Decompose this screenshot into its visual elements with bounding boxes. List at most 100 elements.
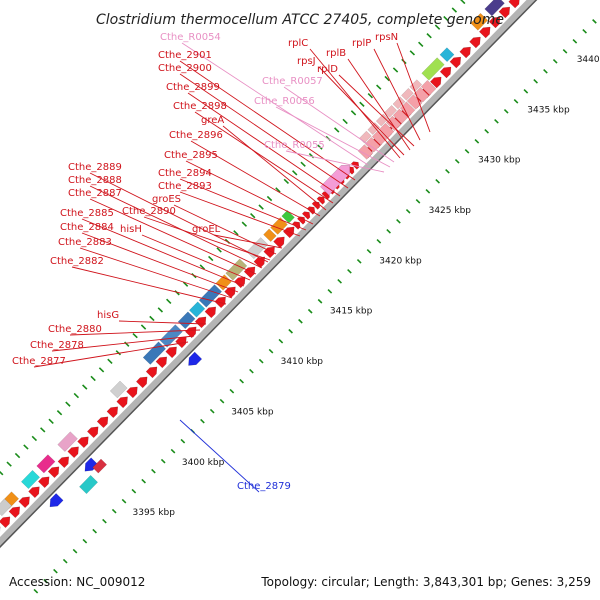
- tick-mark: [160, 458, 166, 464]
- gene-label[interactable]: Cthe_2898: [173, 101, 227, 112]
- tick-mark: [367, 93, 374, 99]
- gene-label[interactable]: Cthe_2884: [60, 222, 114, 233]
- tick-mark: [572, 39, 578, 44]
- gene-label[interactable]: groES: [152, 194, 181, 205]
- tick-mark: [359, 101, 365, 107]
- gene-label[interactable]: Cthe_2880: [48, 324, 102, 335]
- tick-mark: [82, 384, 88, 390]
- tick-mark: [317, 144, 323, 150]
- leader-line: [79, 247, 233, 299]
- gene-label[interactable]: Cthe_2878: [30, 340, 84, 351]
- map-title: Clostridium thermocellum ATCC 27405, com…: [96, 12, 504, 28]
- gene-label[interactable]: rpsJ: [297, 56, 316, 67]
- cds-forward-arrow: [145, 366, 158, 379]
- cds-forward-arrow: [273, 236, 285, 249]
- tick-mark: [543, 69, 548, 74]
- tick-mark: [209, 408, 215, 414]
- label-leader-lines: [33, 42, 431, 493]
- gene-label[interactable]: Cthe_2877: [12, 356, 66, 367]
- gene-label[interactable]: rplP: [352, 38, 371, 49]
- cds-forward-arrow: [28, 486, 40, 499]
- gene-label[interactable]: Cthe_2899: [166, 82, 220, 93]
- gene-label[interactable]: Cthe_2894: [158, 168, 212, 179]
- tick-mark: [435, 178, 440, 184]
- gene-label[interactable]: Cthe_2879: [237, 481, 291, 492]
- gene-label[interactable]: Cthe_2882: [50, 256, 104, 267]
- cds-forward-arrow: [18, 496, 30, 509]
- cds-forward-arrow: [439, 66, 452, 79]
- kbp-label: 3430 kbp: [478, 156, 521, 166]
- tick-mark: [494, 119, 499, 124]
- gene-label[interactable]: Cthe_2893: [158, 181, 212, 192]
- gene-label[interactable]: rplB: [326, 48, 346, 59]
- tick-mark: [445, 168, 450, 174]
- tick-mark: [266, 195, 273, 202]
- gene-label[interactable]: rplD: [317, 64, 338, 75]
- gene-label[interactable]: Cthe_2887: [68, 188, 122, 199]
- leader-line: [181, 42, 369, 166]
- tick-mark: [376, 238, 382, 244]
- tick-mark: [317, 298, 323, 304]
- leader-line: [285, 150, 385, 173]
- leader-line: [89, 185, 263, 269]
- rrna-block: [409, 79, 423, 93]
- cds-forward-arrow: [57, 456, 70, 469]
- tick-mark: [582, 29, 587, 34]
- cds-forward-arrow: [508, 0, 520, 9]
- leader-line: [33, 341, 189, 368]
- leader-line: [179, 73, 349, 189]
- cds-reverse-arrow: [49, 493, 64, 508]
- category-box: [421, 57, 445, 81]
- category-box: [281, 210, 295, 224]
- category-box: [92, 458, 108, 474]
- category-box: [439, 47, 455, 63]
- tick-mark: [151, 468, 156, 474]
- category-box: [198, 284, 223, 308]
- gene-label[interactable]: Cthe_2896: [169, 130, 223, 141]
- tick-mark: [337, 278, 342, 284]
- gene-label[interactable]: Cthe_2889: [68, 162, 122, 173]
- tick-mark: [53, 568, 58, 574]
- tick-mark: [523, 89, 529, 94]
- tick-mark: [409, 50, 416, 56]
- gene-label[interactable]: groEL: [192, 224, 221, 235]
- leader-line: [190, 140, 321, 217]
- tick-mark: [347, 268, 352, 274]
- gene-label[interactable]: Cthe_R0056: [254, 96, 315, 107]
- category-box: [142, 341, 167, 365]
- gene-label[interactable]: hisG: [97, 310, 119, 321]
- gene-label[interactable]: Cthe_R0054: [160, 32, 221, 43]
- gene-label[interactable]: Cthe_2890: [122, 206, 176, 217]
- gene-label[interactable]: rplC: [288, 38, 308, 49]
- tick-mark: [384, 75, 390, 82]
- cds-forward-arrow: [8, 506, 21, 519]
- gene-label[interactable]: Cthe_2883: [58, 237, 112, 248]
- tick-mark: [241, 221, 248, 227]
- gene-label[interactable]: Cthe_2888: [68, 175, 122, 186]
- cds-forward-arrow: [316, 196, 325, 205]
- gene-label[interactable]: Cthe_R0055: [264, 140, 325, 151]
- gene-label[interactable]: Cthe_2900: [158, 63, 212, 74]
- gene-label[interactable]: greA: [201, 115, 224, 126]
- tick-mark: [278, 338, 284, 344]
- leader-line: [213, 234, 283, 249]
- tick-mark: [288, 328, 293, 334]
- tick-mark: [454, 158, 460, 164]
- gene-label[interactable]: Cthe_2895: [164, 150, 218, 161]
- leader-line: [69, 329, 201, 336]
- gene-label[interactable]: hisH: [120, 224, 142, 235]
- leader-line: [338, 74, 415, 147]
- tick-mark: [90, 375, 96, 382]
- tick-mark: [229, 388, 235, 394]
- gene-label[interactable]: rpsN: [375, 32, 398, 43]
- leader-line: [185, 160, 314, 225]
- feature-labels: Cthe_R0054 Cthe_2901 Cthe_2900 Cthe_2899 Cth…: [12, 32, 398, 492]
- category-box: [270, 217, 288, 235]
- gene-label[interactable]: Cthe_2885: [60, 208, 114, 219]
- tick-mark: [258, 204, 264, 210]
- tick-mark: [268, 348, 274, 354]
- gene-label[interactable]: Cthe_R0057: [262, 76, 323, 87]
- leader-line: [309, 48, 401, 159]
- tick-mark: [562, 49, 568, 54]
- gene-label[interactable]: Cthe_2901: [158, 50, 212, 61]
